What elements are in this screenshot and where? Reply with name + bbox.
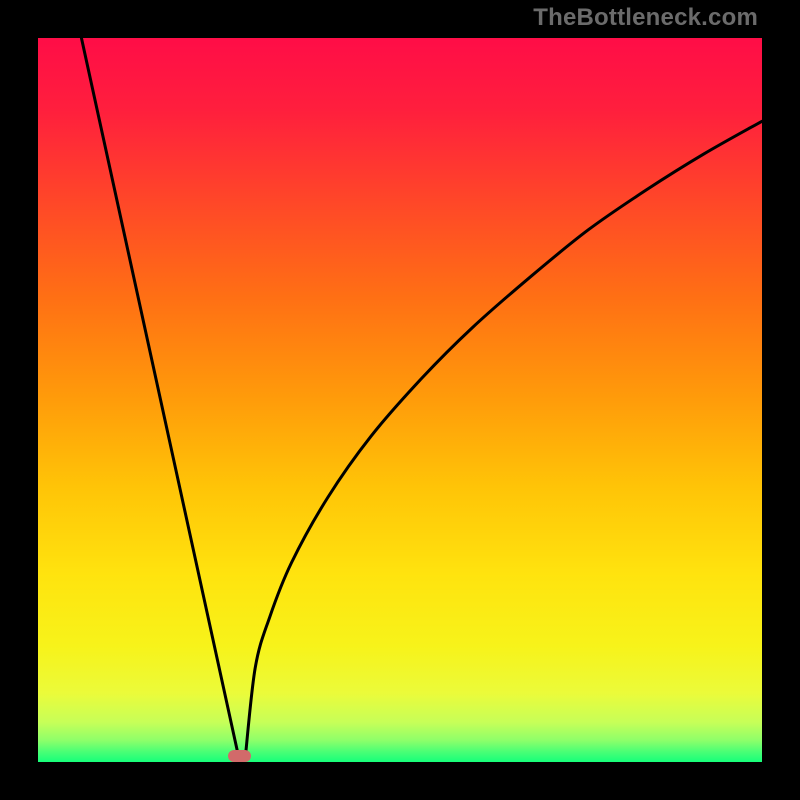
frame-border-right [762,0,800,800]
chart-plot [38,38,762,762]
curve-right [245,121,762,760]
curve-left-line [81,38,239,760]
bottleneck-marker [228,750,251,762]
watermark-text: TheBottleneck.com [533,4,758,32]
frame-border-bottom [0,762,800,800]
frame-border-left [0,0,38,800]
chart-curves [38,38,762,762]
